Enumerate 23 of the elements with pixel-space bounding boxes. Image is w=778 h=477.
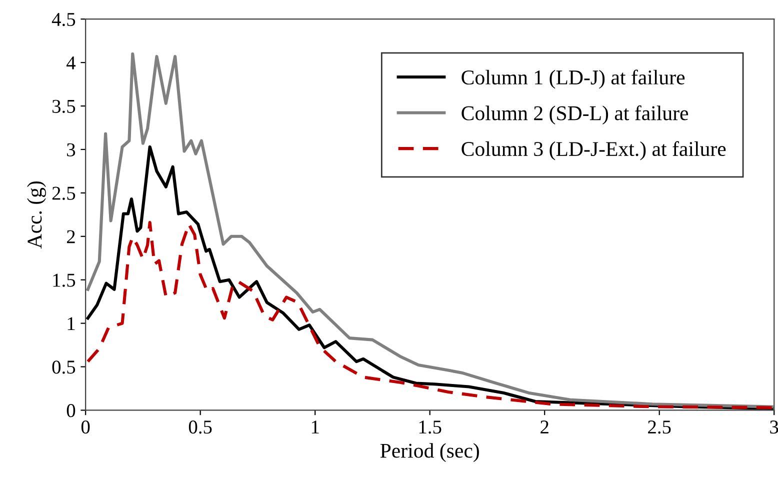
legend-label: Column 2 (SD-L) at failure — [462, 105, 688, 125]
y-tick-label: 1.5 — [53, 274, 76, 287]
y-axis-title: Acc. (g) — [27, 181, 46, 249]
x-tick-label: 0.5 — [188, 420, 212, 434]
y-tick-label: 2.5 — [52, 186, 76, 200]
legend-label: Column 1 (LD-J) at failure — [462, 70, 685, 89]
x-tick-label: 1 — [312, 420, 319, 434]
legend-label: Column 3 (LD-J-Ext.) at failure — [462, 141, 726, 160]
x-axis-title: Period (sec) — [380, 443, 479, 462]
y-tick-label: 3 — [67, 143, 76, 156]
x-tick-label: 3 — [770, 420, 778, 434]
y-tick-label: 2 — [66, 230, 75, 244]
y-tick-label: 0.5 — [52, 360, 76, 374]
line-series — [86, 52, 774, 408]
y-tick-label: 4.5 — [52, 13, 76, 26]
y-tick-label: 4 — [66, 56, 76, 70]
x-tick-label: 0 — [81, 420, 90, 434]
y-tick-label: 3.5 — [52, 100, 76, 114]
x-tick-label: 2 — [540, 420, 548, 434]
y-tick-label: 1 — [68, 317, 75, 330]
y-tick-label: 0 — [66, 404, 76, 418]
x-tick-label: 1.5 — [419, 420, 442, 434]
x-tick-label: 2.5 — [648, 420, 671, 434]
